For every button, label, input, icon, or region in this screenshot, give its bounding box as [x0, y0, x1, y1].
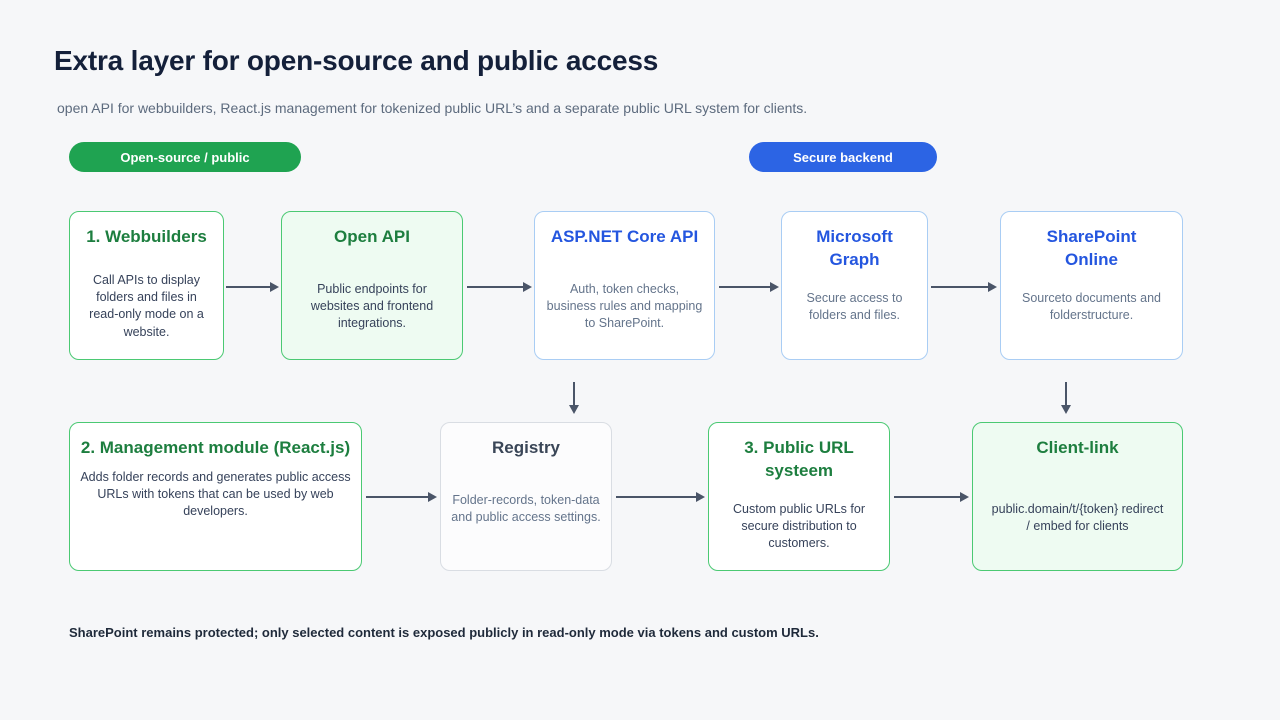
box-client-link-body: public.domain/t/{token} redirect / embed… — [991, 501, 1164, 534]
box-webbuilders: 1. Webbuilders Call APIs to display fold… — [69, 211, 224, 360]
box-client-link-title: Client-link — [1036, 438, 1119, 457]
box-aspnet-core-api: ASP.NET Core API Auth, token checks, bus… — [534, 211, 715, 360]
box-microsoft-graph-title: Microsoft Graph — [816, 227, 893, 269]
arrow-graph-to-sharepoint — [931, 282, 997, 292]
box-aspnet-core-api-body: Auth, token checks, business rules and m… — [546, 281, 703, 331]
box-registry-body: Folder-records, token-data and public ac… — [451, 492, 601, 525]
box-sharepoint-online-body: Sourceto documents and folderstructure. — [1022, 290, 1161, 323]
legend-badge-open-source: Open-source / public — [69, 142, 301, 172]
box-open-api-body: Public endpoints for websites and fronte… — [310, 281, 434, 331]
box-sharepoint-online-title: SharePoint Online — [1046, 227, 1137, 269]
footnote: SharePoint remains protected; only selec… — [69, 625, 819, 640]
box-client-link: Client-link public.domain/t/{token} redi… — [972, 422, 1183, 571]
arrow-aspnet-to-registry — [569, 382, 579, 414]
arrow-management-to-registry — [366, 492, 437, 502]
box-public-url-system: 3. Public URL systeem Custom public URLs… — [708, 422, 890, 571]
box-microsoft-graph-body: Secure access to folders and files. — [806, 290, 903, 323]
box-registry: Registry Folder-records, token-data and … — [440, 422, 612, 571]
arrow-sharepoint-to-clientlink — [1061, 382, 1071, 414]
arrow-webbuilders-to-openapi — [226, 282, 279, 292]
page-subtitle: open API for webbuilders, React.js manag… — [57, 100, 808, 116]
box-open-api: Open API Public endpoints for websites a… — [281, 211, 463, 360]
box-open-api-title: Open API — [334, 227, 410, 246]
arrow-publicurl-to-clientlink — [894, 492, 969, 502]
box-registry-title: Registry — [491, 438, 561, 457]
box-management-module-title: 2. Management module (React.js) — [80, 438, 351, 457]
box-management-module-body: Adds folder records and generates public… — [80, 469, 351, 519]
arrow-openapi-to-aspnet — [467, 282, 532, 292]
box-webbuilders-title: 1. Webbuilders — [86, 227, 207, 246]
box-sharepoint-online: SharePoint Online Sourceto documents and… — [1000, 211, 1183, 360]
legend-badge-secure-backend: Secure backend — [749, 142, 937, 172]
arrow-aspnet-to-graph — [719, 282, 779, 292]
box-microsoft-graph: Microsoft Graph Secure access to folders… — [781, 211, 928, 360]
box-management-module: 2. Management module (React.js) Adds fol… — [69, 422, 362, 571]
box-webbuilders-body: Call APIs to display folders and files i… — [89, 272, 204, 339]
box-aspnet-core-api-title: ASP.NET Core API — [550, 227, 699, 246]
box-public-url-system-body: Custom public URLs for secure distributi… — [733, 501, 865, 551]
page-title: Extra layer for open-source and public a… — [54, 45, 659, 76]
arrow-registry-to-publicurl — [616, 492, 705, 502]
box-public-url-system-title: 3. Public URL systeem — [744, 438, 854, 480]
